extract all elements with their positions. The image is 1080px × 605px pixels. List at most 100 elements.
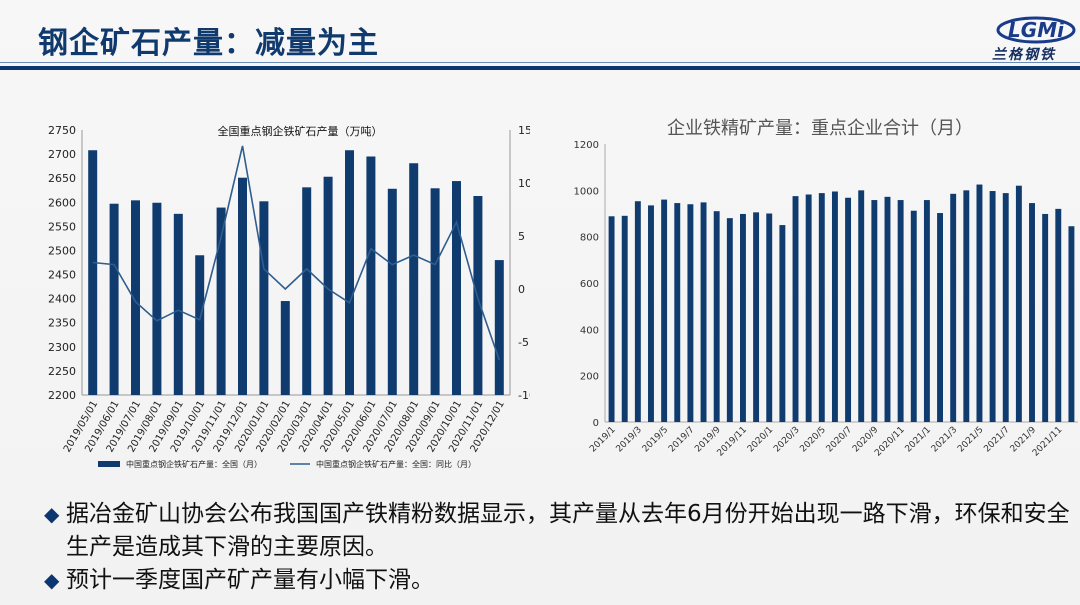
y-tick-label-left: 2300 — [48, 341, 76, 354]
bar — [1042, 213, 1049, 422]
bar — [302, 187, 312, 395]
logo-text: 兰格钢铁 — [992, 47, 1056, 63]
bar — [937, 213, 943, 422]
chart-iron-ore-output: 2200 2250 2300 2350 2400 2450 2500 2550 2600 2650… — [48, 124, 530, 469]
x-tick-label: 2019/7 — [667, 425, 696, 454]
bar — [871, 200, 878, 422]
bar — [634, 201, 641, 422]
y-tick-label: 0 — [593, 418, 599, 429]
diamond-icon: ◆ — [44, 502, 60, 526]
bar — [387, 188, 397, 395]
legend-swatch-bar — [98, 461, 120, 467]
bar — [216, 207, 226, 395]
y-tick-label-right: 10 — [518, 177, 530, 190]
y-tick-label-right: 15 — [518, 124, 530, 137]
bar — [494, 260, 504, 395]
bar — [238, 177, 247, 395]
x-tick-label: 2020/7 — [825, 425, 854, 454]
x-tick-label: 2019/5 — [641, 425, 670, 454]
x-tick-label: 2020/5 — [798, 425, 827, 454]
bar — [923, 200, 930, 422]
y-tick-label-left: 2750 — [48, 124, 76, 137]
bar — [131, 200, 140, 395]
bar — [648, 205, 654, 422]
x-tick-label: 2019/3 — [615, 425, 644, 454]
bar — [608, 216, 615, 422]
bar — [661, 199, 668, 422]
series-line-yoy — [92, 145, 501, 361]
diamond-icon: ◆ — [44, 568, 60, 592]
bar — [792, 196, 799, 422]
legend-label-bar: 中国重点钢企铁矿石产量：全国（月） — [126, 459, 262, 469]
y-tick-label-right: -10 — [518, 389, 530, 402]
bar — [1055, 208, 1062, 422]
y-tick-label: 800 — [580, 233, 599, 244]
bar — [430, 188, 440, 395]
company-logo: LGMi — [996, 16, 1076, 44]
bar — [88, 150, 98, 395]
y-tick-label-left: 2350 — [48, 317, 76, 330]
bar — [713, 211, 720, 422]
bar — [740, 213, 746, 422]
bar — [280, 301, 290, 395]
bar — [963, 190, 970, 422]
bar — [473, 196, 483, 395]
bar — [1068, 226, 1075, 422]
y-tick-label-left: 2250 — [48, 365, 76, 378]
y-tick-label-right: -5 — [518, 336, 529, 349]
y-tick-label-right: 5 — [518, 230, 525, 243]
bar — [674, 203, 681, 422]
bar — [950, 193, 957, 422]
bar — [173, 213, 183, 395]
chart-iron-concentrate-output: 企业铁精矿产量：重点企业合计（月） 0 200 400 600 800 1000 1200 20… — [574, 118, 1078, 459]
title-divider-thin — [0, 62, 1080, 63]
y-tick-label-left: 2200 — [48, 389, 76, 402]
bullet-item: ◆ 据冶金矿山协会公布我国国产铁精粉数据显示，其产量从去年6月份开始出现一路下滑… — [44, 498, 1080, 564]
x-tick-label: 2021/5 — [956, 425, 985, 454]
x-tick-label: 2019/1 — [588, 425, 617, 454]
y-tick-label: 1000 — [574, 186, 599, 197]
x-tick-label: 2020/3 — [772, 425, 801, 454]
bar — [779, 225, 786, 422]
bar — [345, 150, 354, 395]
bar — [700, 202, 707, 422]
bar — [976, 184, 983, 422]
y-tick-label: 200 — [580, 372, 599, 383]
x-tick-label: 2020/1 — [746, 425, 775, 454]
bar — [818, 193, 825, 422]
bar — [726, 218, 733, 422]
bar — [1015, 185, 1022, 422]
legend-label-line: 中国重点钢企铁矿石产量：全国：同比（月） — [316, 459, 476, 469]
y-tick-label: 400 — [580, 325, 599, 336]
bar — [452, 181, 461, 395]
bullet-item: ◆ 预计一季度国产矿产量有小幅下滑。 — [44, 564, 1080, 597]
logo-mark: LGMi — [1008, 18, 1065, 42]
bar — [323, 176, 333, 395]
bar — [897, 200, 904, 422]
bullet-text: 据冶金矿山协会公布我国国产铁精粉数据显示，其产量从去年6月份开始出现一路下滑，环… — [66, 501, 1070, 560]
bar — [687, 204, 694, 422]
bar — [109, 203, 119, 395]
bar — [766, 213, 773, 422]
bar — [989, 191, 996, 422]
bar — [621, 215, 628, 422]
y-tick-label-left: 2550 — [48, 220, 76, 233]
chart-title: 企业铁精矿产量：重点企业合计（月） — [667, 118, 973, 139]
bar — [753, 212, 760, 422]
y-tick-label-left: 2450 — [48, 269, 76, 282]
y-tick-label-left: 2650 — [48, 172, 76, 185]
title-divider — [0, 66, 1080, 70]
y-tick-label-right: 0 — [518, 283, 525, 296]
bar — [366, 156, 376, 395]
slide-title: 钢企矿石产量：减量为主 — [38, 26, 379, 61]
y-tick-label-left: 2500 — [48, 244, 76, 257]
bar — [1029, 203, 1035, 422]
bar — [884, 196, 891, 422]
x-tick-label: 2021/3 — [930, 425, 959, 454]
bar — [845, 197, 852, 422]
bar — [858, 190, 865, 422]
y-tick-label-left: 2700 — [48, 148, 76, 161]
x-tick-label: 2021/7 — [982, 425, 1011, 454]
chart-title: 全国重点钢企铁矿石产量（万吨） — [218, 124, 383, 138]
y-tick-label: 1200 — [574, 140, 599, 151]
